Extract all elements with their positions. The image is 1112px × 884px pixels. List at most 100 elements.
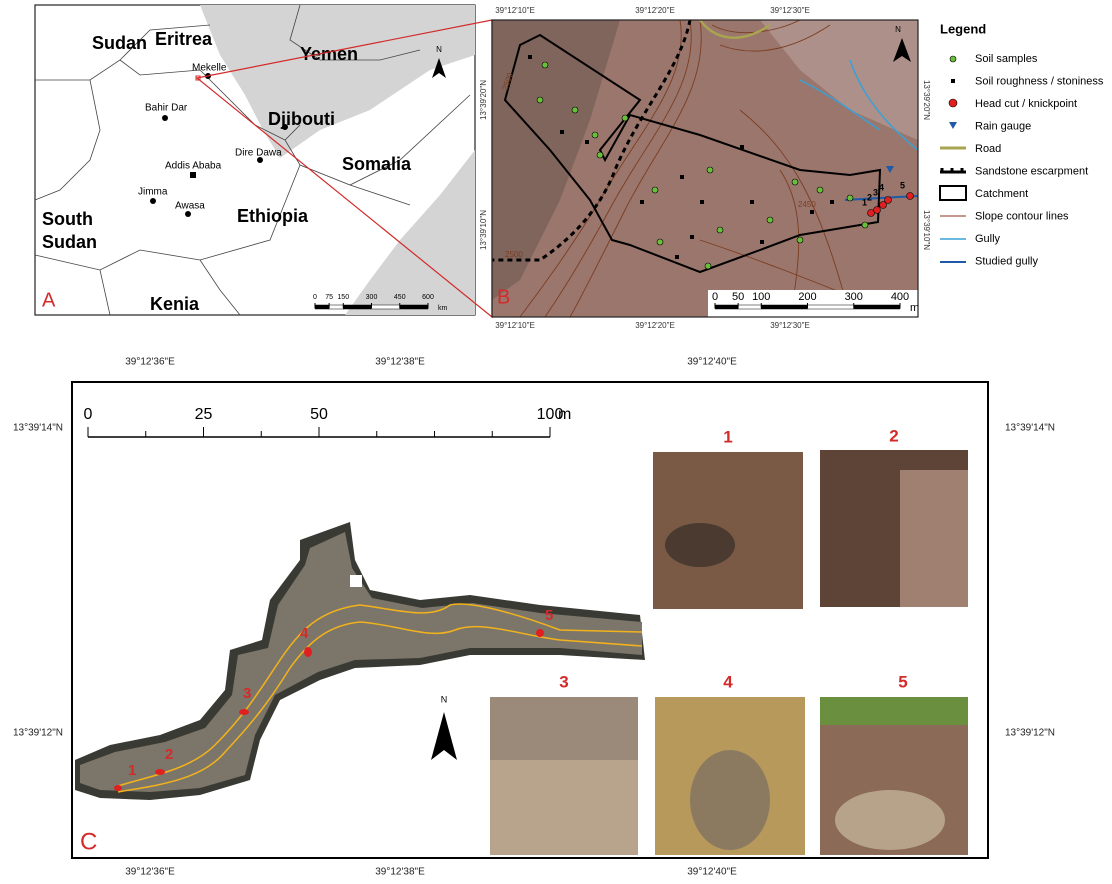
point-symbol: [652, 187, 658, 193]
panel-a: Sudan Eritrea Yemen Mekelle Bahir Dar Dj…: [35, 5, 475, 315]
photo-label: 5: [898, 672, 907, 691]
gully-label: 5: [545, 607, 553, 624]
legend-label: Road: [975, 143, 1001, 155]
knickpoint-label: 4: [879, 182, 884, 192]
scale-segment: [315, 305, 329, 309]
legend-symbol: [949, 122, 957, 129]
coord-label: 39°12'40"E: [687, 867, 737, 878]
capital: [190, 172, 196, 178]
point-symbol: [847, 195, 853, 201]
photo-label: 3: [559, 672, 568, 691]
legend-symbol: [940, 168, 966, 172]
point-symbol: [572, 107, 578, 113]
coord-label: 39°12'40"E: [687, 357, 737, 368]
scale-label: 150: [337, 294, 349, 301]
legend-label: Sandstone escarpment: [975, 165, 1088, 177]
point-symbol: [592, 132, 598, 138]
point-symbol: [817, 187, 823, 193]
place-label: Ethiopia: [237, 206, 309, 226]
coord-label: 39°12'10"E: [495, 6, 535, 15]
photo-label: 2: [889, 426, 898, 445]
scale-segment: [854, 305, 900, 309]
legend-label: Gully: [975, 233, 1001, 245]
point-symbol: [907, 193, 914, 200]
point-symbol: [537, 97, 543, 103]
scale-label: 0: [712, 291, 718, 303]
point-symbol: [792, 179, 798, 185]
photo-detail: [665, 523, 735, 567]
square-symbol: [680, 175, 684, 179]
square-symbol: [528, 55, 532, 59]
coord-label: 13°39'14"N: [1005, 423, 1055, 434]
coord-label: 39°12'36"E: [125, 357, 175, 368]
point-symbol: [885, 197, 892, 204]
coord-label: 13°39'14"N: [13, 423, 63, 434]
place-label: Djibouti: [268, 109, 335, 129]
knickpoint-label: 3: [873, 187, 878, 197]
legend-title: Legend: [940, 21, 986, 36]
legend-items: Soil samplesSoil roughness / stoninessHe…: [975, 53, 1104, 268]
legend-label: Soil samples: [975, 53, 1038, 65]
panel-label: A: [42, 289, 56, 311]
place-label: South: [42, 209, 93, 229]
scale-label: 25: [195, 406, 213, 423]
coord-label: 39°12'30"E: [770, 321, 810, 330]
coord-label: 39°12'20"E: [635, 321, 675, 330]
scale-label: 300: [366, 294, 378, 301]
coord-label: 13°39'20"N: [922, 80, 931, 120]
scale-segment: [372, 305, 400, 309]
place-label: Sudan: [92, 33, 147, 53]
north-label: N: [436, 45, 442, 54]
coord-label: 39°12'38"E: [375, 357, 425, 368]
coord-label: 13°39'10"N: [922, 210, 931, 250]
scale-label: 300: [845, 291, 863, 303]
coord-label: 13°39'12"N: [1005, 728, 1055, 739]
place-label: Dire Dawa: [235, 148, 282, 159]
place-label: Addis Ababa: [165, 161, 222, 172]
point-symbol: [597, 152, 603, 158]
scale-label: 50: [732, 291, 744, 303]
coord-label: 13°39'12"N: [13, 728, 63, 739]
square-symbol: [640, 200, 644, 204]
square-symbol: [740, 145, 744, 149]
square-symbol: [560, 130, 564, 134]
gully-label: 1: [128, 762, 136, 779]
legend-label: Soil roughness / stoniness: [975, 75, 1104, 87]
coord-label: 13°39'10"N: [479, 210, 488, 250]
place-label: Bahir Dar: [145, 103, 188, 114]
photo-label: 4: [723, 672, 733, 691]
scale-label: 450: [394, 294, 406, 301]
scale-label: 0: [84, 406, 93, 423]
point-symbol: [542, 62, 548, 68]
panel-label: C: [80, 828, 97, 855]
knickpoint-label: 5: [900, 180, 905, 190]
coord-label: 13°39'20"N: [479, 80, 488, 120]
panel-c: 1 2 3 4 5 02550100m N 1 2 3 4 5 C 39°12'…: [13, 357, 1055, 878]
place-label: Eritrea: [155, 29, 213, 49]
point-symbol: [657, 239, 663, 245]
point-symbol: [797, 237, 803, 243]
photo-detail: [820, 697, 968, 725]
scale-label: 400: [891, 291, 909, 303]
contour-label: 2500: [505, 250, 523, 259]
coord-label: 39°12'20"E: [635, 6, 675, 15]
legend-label: Rain gauge: [975, 120, 1031, 132]
scale-label: 0: [313, 294, 317, 301]
shape: [304, 647, 312, 657]
scale-label: 50: [310, 406, 328, 423]
scale-segment: [400, 305, 428, 309]
coord-label: 39°12'36"E: [125, 867, 175, 878]
scale-segment: [761, 305, 807, 309]
place-label: Awasa: [175, 201, 205, 212]
figure: Sudan Eritrea Yemen Mekelle Bahir Dar Dj…: [0, 0, 1112, 884]
point-symbol: [622, 115, 628, 121]
point-symbol: [862, 222, 868, 228]
gully-label: 2: [165, 746, 173, 763]
legend-label: Catchment: [975, 188, 1028, 200]
square-symbol: [690, 235, 694, 239]
legend-label: Studied gully: [975, 255, 1038, 267]
legend-symbol: [949, 99, 957, 107]
scale-label: 100: [752, 291, 770, 303]
shape: [114, 785, 122, 791]
